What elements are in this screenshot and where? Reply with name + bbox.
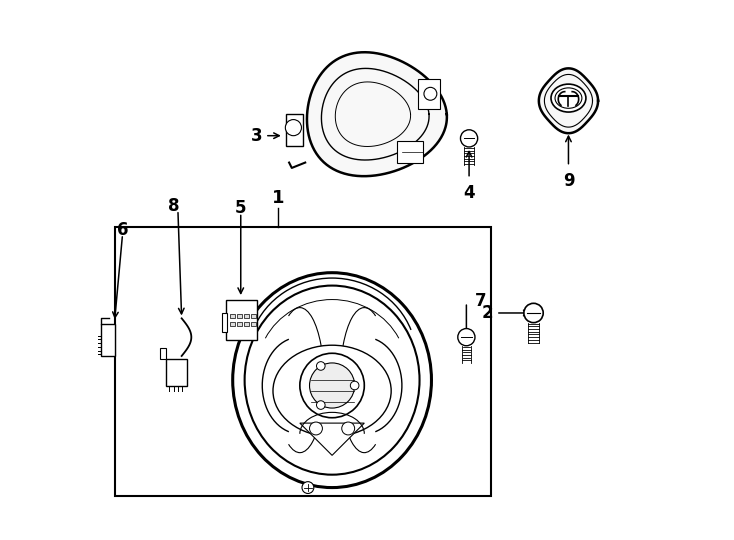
Bar [244, 322, 250, 326]
Bar [115, 227, 490, 496]
Bar [237, 322, 242, 326]
Ellipse shape [273, 345, 391, 436]
Bar [222, 313, 228, 332]
Text: 3: 3 [251, 127, 263, 145]
Circle shape [316, 362, 325, 370]
Circle shape [460, 130, 478, 147]
Ellipse shape [555, 88, 582, 109]
Bar [230, 314, 236, 319]
Circle shape [310, 363, 355, 408]
Bar [166, 359, 187, 386]
Ellipse shape [551, 84, 586, 112]
Bar [237, 314, 242, 319]
Bar [230, 322, 236, 326]
Text: 1: 1 [272, 188, 285, 207]
Circle shape [286, 119, 302, 136]
Text: 6: 6 [117, 221, 128, 239]
Circle shape [302, 482, 314, 494]
Bar [418, 79, 440, 109]
Ellipse shape [233, 273, 432, 488]
Polygon shape [300, 423, 364, 455]
Bar [251, 322, 256, 326]
Circle shape [310, 422, 322, 435]
Polygon shape [307, 52, 447, 176]
Circle shape [458, 328, 475, 346]
Bar [286, 114, 302, 146]
Bar [226, 300, 258, 340]
Text: 2: 2 [482, 304, 493, 322]
Circle shape [524, 303, 543, 322]
Bar [396, 141, 424, 163]
Polygon shape [539, 69, 598, 133]
Text: 4: 4 [463, 184, 475, 202]
Bar [101, 323, 115, 356]
Circle shape [424, 87, 437, 100]
Text: 9: 9 [563, 172, 574, 190]
Bar [251, 314, 256, 319]
Text: 8: 8 [168, 197, 179, 214]
Bar [244, 314, 250, 319]
Text: 5: 5 [235, 199, 247, 217]
Polygon shape [160, 348, 166, 359]
Circle shape [350, 381, 359, 390]
Ellipse shape [244, 286, 420, 475]
Circle shape [300, 353, 364, 418]
Circle shape [342, 422, 355, 435]
Circle shape [316, 401, 325, 409]
Text: 7: 7 [474, 292, 486, 309]
